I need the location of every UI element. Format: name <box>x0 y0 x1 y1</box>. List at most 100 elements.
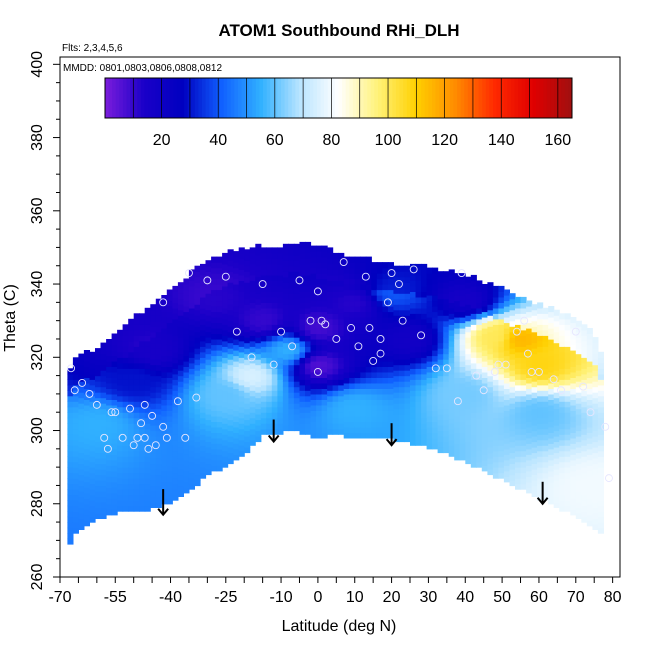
heatmap-cell <box>426 284 433 291</box>
heatmap-cell <box>150 342 157 349</box>
heatmap-cell <box>537 423 544 430</box>
heatmap-cell <box>548 487 555 494</box>
heatmap-cell <box>597 483 604 490</box>
heatmap-cell <box>382 382 389 389</box>
heatmap-cell <box>222 307 229 314</box>
heatmap-cell <box>83 366 90 373</box>
heatmap-cell <box>166 492 173 499</box>
heatmap-cell <box>144 494 151 501</box>
heatmap-cell <box>305 384 312 391</box>
heatmap-cell <box>161 300 168 307</box>
heatmap-cell <box>216 415 223 422</box>
heatmap-cell <box>155 348 162 355</box>
heatmap-cell <box>432 377 439 384</box>
heatmap-cell <box>349 371 356 378</box>
heatmap-cell <box>498 456 505 463</box>
heatmap-cell <box>365 295 372 302</box>
heatmap-cell <box>415 390 422 397</box>
heatmap-cell <box>161 339 168 346</box>
heatmap-cell <box>570 382 577 389</box>
heatmap-cell <box>559 445 566 452</box>
heatmap-cell <box>83 426 90 433</box>
heatmap-cell <box>166 443 173 450</box>
heatmap-cell <box>316 399 323 406</box>
heatmap-cell <box>349 432 356 439</box>
heatmap-cell <box>155 320 162 327</box>
heatmap-cell <box>100 353 107 360</box>
heatmap-cell <box>398 359 405 366</box>
heatmap-cell <box>360 350 367 357</box>
heatmap-cell <box>470 395 477 402</box>
x-tick-label: 70 <box>567 589 585 606</box>
sample-point <box>144 444 153 453</box>
heatmap-cell <box>100 507 107 514</box>
heatmap-cell <box>150 397 157 404</box>
heatmap-cell <box>570 333 577 340</box>
heatmap-cell <box>443 425 450 432</box>
heatmap-cell <box>238 401 245 408</box>
heatmap-cell <box>266 258 273 265</box>
heatmap-cell <box>503 371 510 378</box>
sample-point <box>394 280 403 288</box>
heatmap-cell <box>139 428 146 435</box>
heatmap-cell <box>316 300 323 307</box>
heatmap-cell <box>360 306 367 313</box>
heatmap-cell <box>365 278 372 285</box>
heatmap-cell <box>448 439 455 446</box>
heatmap-cell <box>526 311 533 318</box>
heatmap-cell <box>476 329 483 336</box>
sample-point <box>103 444 112 453</box>
heatmap-cell <box>260 274 267 281</box>
heatmap-cell <box>78 441 85 448</box>
heatmap-cell <box>188 417 195 424</box>
heatmap-cell <box>188 423 195 430</box>
heatmap-cell <box>581 395 588 402</box>
heatmap-cell <box>349 366 356 373</box>
heatmap-cell <box>150 337 157 344</box>
heatmap-cell <box>454 366 461 373</box>
heatmap-cell <box>194 326 201 333</box>
heatmap-cell <box>200 302 207 309</box>
heatmap-cell <box>559 489 566 496</box>
heatmap-cell <box>421 406 428 413</box>
heatmap-cell <box>575 397 582 404</box>
heatmap-cell <box>586 410 593 417</box>
plot-frame <box>59 56 621 578</box>
heatmap-cell <box>233 339 240 346</box>
heatmap-cell <box>509 293 516 300</box>
heatmap-cell <box>89 379 96 386</box>
heatmap-cell <box>172 324 179 331</box>
heatmap-cell <box>117 467 124 474</box>
heatmap-cell <box>117 390 124 397</box>
heatmap-cell <box>592 364 599 371</box>
colorbar-segment <box>309 78 314 118</box>
heatmap-cell <box>537 401 544 408</box>
heatmap-cell <box>200 340 207 347</box>
heatmap-cell <box>139 450 146 457</box>
heatmap-cell <box>354 410 361 417</box>
heatmap-cell <box>172 417 179 424</box>
heatmap-cell <box>78 419 85 426</box>
heatmap-cell <box>454 426 461 433</box>
colorbar-segment <box>475 78 480 118</box>
heatmap-cell <box>365 393 372 400</box>
heatmap-cell <box>83 399 90 406</box>
heatmap-cell <box>338 302 345 309</box>
heatmap-cell <box>398 331 405 338</box>
heatmap-cell <box>150 490 157 497</box>
heatmap-cell <box>509 469 516 476</box>
heatmap-cell <box>188 291 195 298</box>
heatmap-cell <box>592 469 599 476</box>
heatmap-cell <box>166 459 173 466</box>
heatmap-cell <box>437 304 444 311</box>
heatmap-cell <box>515 417 522 424</box>
heatmap-cell <box>72 417 79 424</box>
heatmap-cell <box>227 425 234 432</box>
colorbar-segment <box>212 78 217 118</box>
heatmap-cell <box>371 339 378 346</box>
heatmap-cell <box>216 377 223 384</box>
heatmap-cell <box>177 348 184 355</box>
heatmap-cell <box>305 258 312 265</box>
heatmap-cell <box>271 285 278 292</box>
heatmap-cell <box>95 370 102 377</box>
